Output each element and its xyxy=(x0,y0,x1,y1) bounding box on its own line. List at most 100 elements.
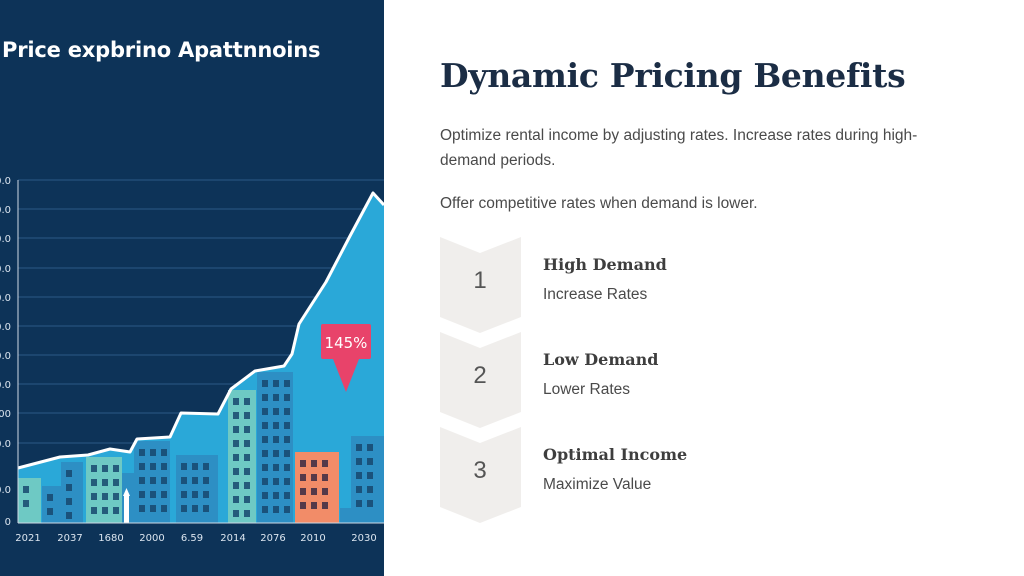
building-window xyxy=(66,484,72,491)
building-window xyxy=(284,436,290,443)
building-window xyxy=(262,478,268,485)
building xyxy=(42,486,62,523)
y-tick-label: 0.0 xyxy=(0,322,11,333)
building-window xyxy=(244,468,250,475)
building-window xyxy=(356,458,362,465)
building-window xyxy=(244,496,250,503)
building-window xyxy=(367,444,373,451)
building-window xyxy=(284,478,290,485)
x-tick-label: 2037 xyxy=(57,533,82,544)
y-tick-label: 0.0 xyxy=(0,485,11,496)
building-window xyxy=(23,500,29,507)
building-window xyxy=(161,505,167,512)
building-window xyxy=(300,460,306,467)
building-window xyxy=(102,493,108,500)
chart-axis xyxy=(17,180,384,524)
building-window xyxy=(311,502,317,509)
building-window xyxy=(262,450,268,457)
building-window xyxy=(47,508,53,515)
x-tick-label: 1680 xyxy=(98,533,123,544)
building-window xyxy=(139,449,145,456)
building xyxy=(340,508,352,523)
building-window xyxy=(233,454,239,461)
building-window xyxy=(273,394,279,401)
illustration-panel: 0.00.00.00.00.00.00.00.0000.00.00 202120… xyxy=(0,0,384,576)
building-window xyxy=(150,463,156,470)
building-window xyxy=(262,422,268,429)
building-window xyxy=(181,477,187,484)
building-window xyxy=(161,449,167,456)
building-window xyxy=(233,412,239,419)
y-tick-label: 0.0 xyxy=(0,439,11,450)
building-window xyxy=(262,380,268,387)
building-window xyxy=(273,408,279,415)
building xyxy=(18,478,41,523)
building-window xyxy=(244,510,250,517)
building-window xyxy=(66,498,72,505)
tower xyxy=(124,496,129,523)
building-window xyxy=(203,491,209,498)
y-tick-label: 0.0 xyxy=(0,264,11,275)
building-window xyxy=(262,408,268,415)
building-window xyxy=(322,502,328,509)
building-window xyxy=(322,488,328,495)
building-window xyxy=(262,394,268,401)
building-window xyxy=(273,436,279,443)
building-window xyxy=(300,474,306,481)
building-window xyxy=(113,493,119,500)
chevron-shape xyxy=(440,237,521,333)
building-window xyxy=(244,454,250,461)
building-window xyxy=(161,491,167,498)
step-number: 3 xyxy=(473,457,487,484)
building-window xyxy=(161,477,167,484)
building-window xyxy=(66,512,72,519)
x-axis-tick-labels: 2021 2037 1680 2000 6.59 2014 2076 2010 2030 xyxy=(15,533,376,544)
building-window xyxy=(311,460,317,467)
building-window xyxy=(181,505,187,512)
building-window xyxy=(192,463,198,470)
y-tick-label: 0.0 xyxy=(0,293,11,304)
building-window xyxy=(102,479,108,486)
building-window xyxy=(273,422,279,429)
x-tick-label: 2076 xyxy=(260,533,285,544)
x-tick-label: 2021 xyxy=(15,533,40,544)
secondary-paragraph: Offer competitive rates when demand is l… xyxy=(440,195,758,212)
building-window xyxy=(356,444,362,451)
x-tick-label: 6.59 xyxy=(181,533,203,544)
building-window xyxy=(233,440,239,447)
building-window xyxy=(150,491,156,498)
y-tick-label: 0.0 xyxy=(0,205,11,216)
building xyxy=(228,390,256,523)
building-window xyxy=(262,436,268,443)
y-tick-label: 00 xyxy=(0,409,11,420)
building-window xyxy=(244,482,250,489)
building-window xyxy=(284,394,290,401)
building-window xyxy=(262,506,268,513)
building-window xyxy=(367,486,373,493)
building-window xyxy=(192,491,198,498)
building-window xyxy=(91,507,97,514)
step-high-demand: 1 High Demand Increase Rates xyxy=(440,237,960,333)
building-window xyxy=(66,470,72,477)
building-window xyxy=(273,492,279,499)
price-growth-illustration: 0.00.00.00.00.00.00.00.0000.00.00 202120… xyxy=(0,176,384,544)
illustration-title: Price expbrino Apattnnoins xyxy=(2,38,321,62)
building-window xyxy=(322,474,328,481)
step-subtitle: Increase Rates xyxy=(543,286,648,303)
step-title: Low Demand xyxy=(543,350,659,369)
step-subtitle: Maximize Value xyxy=(543,476,652,493)
building-window xyxy=(356,486,362,493)
building-window xyxy=(244,440,250,447)
slide-title: Dynamic Pricing Benefits xyxy=(440,56,906,95)
building-window xyxy=(262,464,268,471)
building-window xyxy=(150,449,156,456)
y-tick-label: 0.0 xyxy=(0,380,11,391)
building xyxy=(61,462,83,523)
building-window xyxy=(284,492,290,499)
building-window xyxy=(139,491,145,498)
building-window xyxy=(23,486,29,493)
building-window xyxy=(113,479,119,486)
x-tick-label: 2010 xyxy=(300,533,325,544)
content-panel: Dynamic Pricing Benefits Optimize rental… xyxy=(384,0,1024,576)
step-optimal-income: 3 Optimal Income Maximize Value xyxy=(440,427,960,523)
